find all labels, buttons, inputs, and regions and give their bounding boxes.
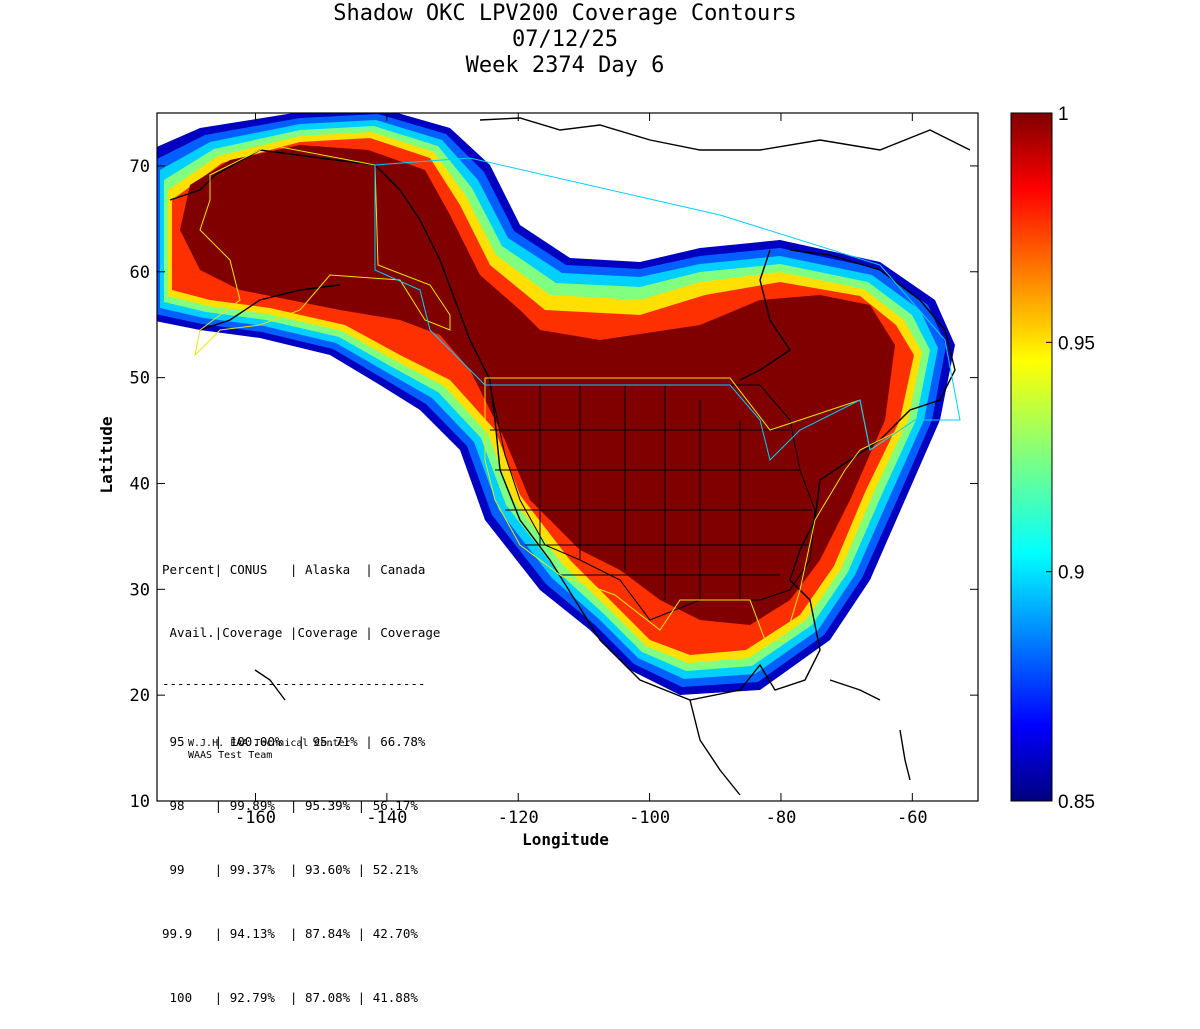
- stats-header-2: Avail.|Coverage |Coverage | Coverage: [162, 625, 441, 641]
- colorbar-tick-label: 1: [1058, 104, 1069, 125]
- y-tick-label: 30: [130, 580, 150, 600]
- stats-rule: -----------------------------------: [162, 676, 426, 692]
- credit-line-1: W.J.H. FAA Technical Center: [188, 738, 351, 749]
- stats-row: 98 | 99.89% | 95.39% | 56.17%: [162, 797, 418, 813]
- stats-row: 99 | 99.37% | 93.60% | 52.21%: [162, 861, 418, 877]
- coastlines: [169, 117, 971, 796]
- y-tick-label: 10: [130, 792, 150, 812]
- chart-week-day: Week 2374 Day 6: [465, 53, 665, 78]
- colorbar-tick-label: 0.9: [1058, 563, 1084, 584]
- region-outline-canada: [374, 157, 961, 461]
- x-tick-label: -140: [366, 808, 407, 828]
- y-tick-label: 40: [130, 474, 150, 494]
- x-axis-label: Longitude: [522, 830, 609, 849]
- chart-title: Shadow OKC LPV200 Coverage Contours: [333, 1, 797, 26]
- y-tick-label: 60: [130, 263, 150, 283]
- colorbar-ticks: 1 0.95 0.9 0.85: [1046, 104, 1095, 813]
- stats-row: 95 | 100.00% | 95.71% | 66.78%: [162, 733, 426, 749]
- coverage-stats-table: Percent| CONUS | Alaska | Canada Avail.|…: [162, 516, 492, 1029]
- y-tick-label: 50: [130, 369, 150, 389]
- colorbar-tick-label: 0.85: [1058, 792, 1095, 813]
- coverage-contours: [157, 113, 955, 695]
- plot-frame: [156, 112, 979, 802]
- y-axis-label: Latitude: [97, 416, 116, 493]
- x-tick-label: -100: [629, 808, 670, 828]
- y-tick-label: 20: [130, 686, 150, 706]
- colorbar: [1010, 112, 1053, 802]
- x-tick-label: -120: [498, 808, 539, 828]
- x-tick-label: -80: [766, 808, 797, 828]
- axes: -160 -140 -120 -100 -80 -60 10 20 30 40 50 60 70 Long…: [97, 113, 978, 849]
- coverage-map: -160 -140 -120 -100 -80 -60 10 20 30 40 50 60 70 Long…: [97, 104, 1095, 849]
- x-tick-label: -160: [235, 808, 276, 828]
- credit: W.J.H. FAA Technical Center WAAS Test Tea…: [188, 738, 351, 762]
- credit-line-2: WAAS Test Team: [188, 750, 273, 761]
- x-tick-label: -60: [897, 808, 928, 828]
- stats-header-1: Percent| CONUS | Alaska | Canada: [162, 561, 426, 577]
- stats-row: 100 | 92.79% | 87.08% | 41.88%: [162, 989, 418, 1005]
- y-tick-label: 70: [130, 157, 150, 177]
- colorbar-tick-label: 0.95: [1058, 333, 1095, 354]
- stats-row: 99.9 | 94.13% | 87.84% | 42.70%: [162, 925, 418, 941]
- chart-date: 07/12/25: [512, 27, 618, 52]
